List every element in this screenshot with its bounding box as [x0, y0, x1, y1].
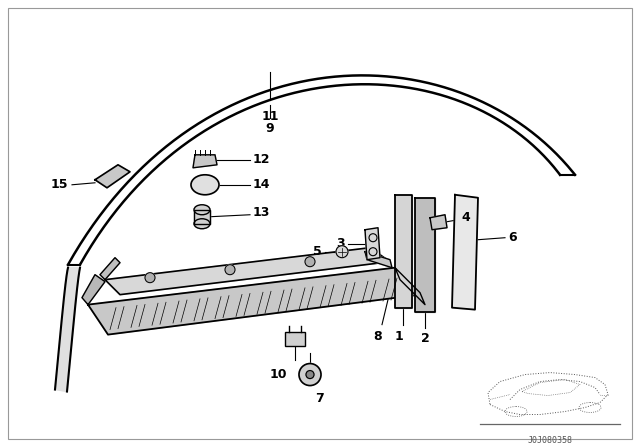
- Text: 11: 11: [261, 110, 279, 123]
- Polygon shape: [430, 215, 447, 230]
- Circle shape: [299, 364, 321, 386]
- Text: 1: 1: [395, 330, 403, 343]
- Ellipse shape: [194, 205, 210, 215]
- Polygon shape: [365, 252, 392, 268]
- Polygon shape: [193, 155, 217, 168]
- Polygon shape: [82, 275, 105, 305]
- Polygon shape: [395, 195, 412, 308]
- Bar: [194, 210, 210, 224]
- Text: J0J080358: J0J080358: [527, 436, 573, 445]
- Polygon shape: [105, 248, 390, 295]
- Text: 14: 14: [253, 178, 271, 191]
- Circle shape: [306, 370, 314, 379]
- Polygon shape: [415, 198, 435, 312]
- Polygon shape: [365, 228, 380, 260]
- Text: 8: 8: [374, 330, 382, 343]
- Text: 10: 10: [269, 367, 287, 380]
- Circle shape: [225, 265, 235, 275]
- Text: 5: 5: [313, 245, 322, 258]
- Polygon shape: [88, 268, 420, 335]
- Ellipse shape: [191, 175, 219, 195]
- Text: 2: 2: [420, 332, 429, 345]
- Polygon shape: [95, 165, 130, 188]
- Text: 15: 15: [51, 178, 68, 191]
- Circle shape: [145, 273, 155, 283]
- Circle shape: [305, 257, 315, 267]
- Bar: [194, 210, 210, 224]
- Bar: [285, 332, 305, 345]
- Polygon shape: [55, 268, 80, 392]
- Polygon shape: [395, 268, 425, 305]
- Text: 9: 9: [266, 122, 275, 135]
- Text: 4: 4: [461, 211, 470, 224]
- Text: 7: 7: [315, 392, 324, 405]
- Text: 12: 12: [253, 153, 271, 166]
- Polygon shape: [100, 258, 120, 280]
- Ellipse shape: [194, 219, 210, 229]
- Polygon shape: [452, 195, 478, 310]
- Circle shape: [336, 246, 348, 258]
- Text: 6: 6: [508, 231, 516, 244]
- Text: 3: 3: [337, 237, 345, 250]
- Text: 13: 13: [253, 206, 270, 219]
